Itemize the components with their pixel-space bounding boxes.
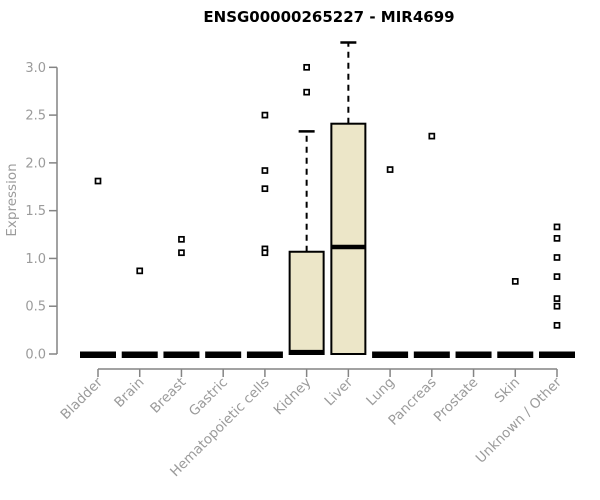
zero-box-bar-brain [121,351,158,358]
y-tick-label: 1.0 [25,252,46,267]
outlier-point-unknown-other [553,254,561,261]
y-tick-label: 2.0 [25,156,46,171]
zero-box-bar-breast [163,351,200,358]
x-category-label-brain: Brain [111,375,147,411]
y-tick-label: 0.0 [25,348,46,363]
outlier-point-unknown-other [553,235,561,242]
chart-title: ENSG00000265227 - MIR4699 [203,8,454,26]
y-axis-title: Expression [4,163,20,236]
x-category-label-liver: Liver [321,374,356,409]
outlier-point-hematopoietic-cells [261,111,269,119]
outlier-point-breast [178,249,185,257]
box-liver [330,122,367,356]
outlier-point-bladder [94,177,102,185]
y-tick-label: 0.5 [25,300,46,315]
outlier-point-unknown-other [553,273,561,280]
zero-box-bar-pancreas [413,351,450,358]
x-category-label-bladder: Bladder [58,374,107,423]
x-category-label-prostate: Prostate [431,375,482,426]
outlier-point-unknown-other [553,223,561,231]
outlier-point-hematopoietic-cells [261,249,269,257]
outlier-point-unknown-other [553,295,561,302]
zero-box-bar-hematopoietic-cells [246,351,283,358]
outlier-point-kidney [303,88,310,96]
zero-box-bar-lung [372,351,409,358]
x-category-label-kidney: Kidney [271,375,315,419]
x-category-label-breast: Breast [147,375,189,417]
outlier-point-skin [511,278,519,285]
y-tick-label: 2.5 [25,109,46,124]
box-kidney [288,250,325,355]
outlier-point-pancreas [428,132,436,140]
outlier-point-hematopoietic-cells [261,167,269,174]
zero-box-bar-gastric [205,351,242,358]
zero-box-bar-unknown-other [539,351,575,358]
outlier-point-lung [386,166,394,173]
outlier-point-breast [178,235,185,243]
y-tick-label: 1.5 [25,204,46,219]
outlier-point-kidney [303,63,310,71]
x-category-label-skin: Skin [491,375,523,407]
outlier-point-unknown-other [553,302,561,310]
zero-box-bar-prostate [455,351,492,358]
outlier-point-brain [136,267,144,275]
zero-box-bar-bladder [80,351,116,358]
outlier-point-unknown-other [553,321,561,329]
x-category-label-lung: Lung [363,375,398,410]
zero-box-bar-skin [497,351,534,358]
outlier-point-hematopoietic-cells [261,185,269,193]
y-tick-label: 3.0 [25,61,46,76]
